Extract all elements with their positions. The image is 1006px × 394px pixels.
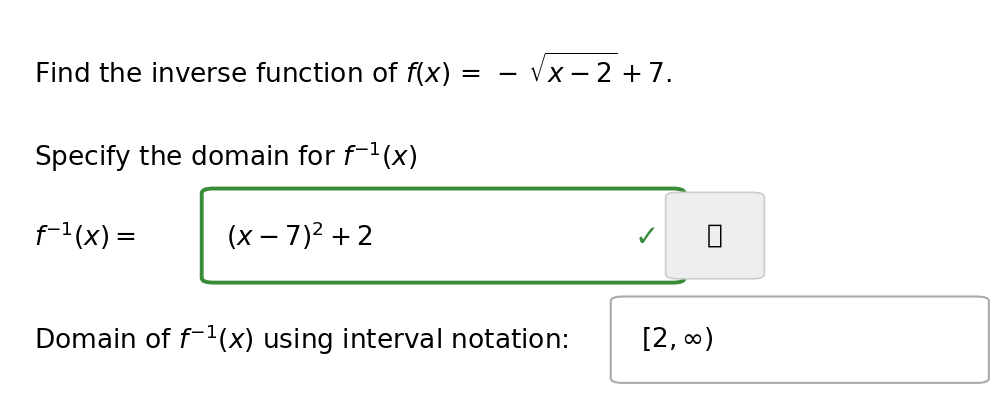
Text: ⚿: ⚿ [707,223,723,249]
Text: $(x-7)^2+2$: $(x-7)^2+2$ [225,219,372,252]
Text: Find the inverse function of $f(x)\,=\,-\,\sqrt{x-2}+7.$: Find the inverse function of $f(x)\,=\,-… [34,50,672,89]
FancyBboxPatch shape [666,192,765,279]
Text: $f^{-1}(x) = $: $f^{-1}(x) = $ [34,219,136,252]
Text: $[2,\infty)$: $[2,\infty)$ [641,326,713,353]
Text: Domain of $f^{-1}(x)$ using interval notation:: Domain of $f^{-1}(x)$ using interval not… [34,322,568,357]
Text: Specify the domain for $f^{-1}(x)$: Specify the domain for $f^{-1}(x)$ [34,139,417,174]
FancyBboxPatch shape [202,188,684,282]
FancyBboxPatch shape [611,297,989,383]
Text: $\checkmark$: $\checkmark$ [634,221,655,249]
